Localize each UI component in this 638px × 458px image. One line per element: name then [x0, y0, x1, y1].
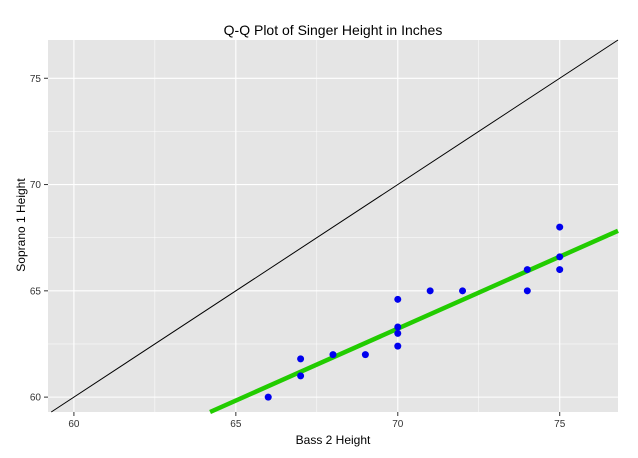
points-layer	[264, 223, 564, 401]
data-point	[297, 355, 305, 363]
x-tick-label: 65	[230, 419, 242, 430]
data-point	[459, 287, 467, 295]
data-point	[556, 223, 564, 231]
data-point	[329, 351, 337, 359]
x-tick-label: 60	[68, 419, 80, 430]
chart-title: Q-Q Plot of Singer Height in Inches	[224, 22, 443, 38]
data-point	[394, 342, 402, 350]
y-tick-label: 75	[30, 74, 42, 85]
data-point	[426, 287, 434, 295]
x-axis-label: Bass 2 Height	[296, 433, 371, 447]
y-axis-label: Soprano 1 Height	[14, 178, 28, 272]
x-tick-label: 70	[392, 419, 404, 430]
y-tick-label: 60	[30, 393, 42, 404]
lines-layer	[50, 39, 619, 415]
y-tick-label: 65	[30, 286, 42, 297]
data-point	[394, 329, 402, 337]
data-point	[394, 323, 402, 331]
data-point	[523, 266, 531, 274]
data-point	[297, 372, 305, 380]
data-point	[556, 266, 564, 274]
axis-ticks: 60 65 70 75 60 65 70 75	[30, 74, 566, 430]
data-point	[264, 393, 272, 401]
data-point	[361, 351, 369, 359]
data-point	[394, 295, 402, 303]
reference-line	[50, 39, 619, 413]
fit-line	[209, 228, 619, 415]
x-tick-label: 75	[554, 419, 566, 430]
data-point	[523, 287, 531, 295]
data-point	[556, 253, 564, 261]
y-tick-label: 70	[30, 180, 42, 191]
